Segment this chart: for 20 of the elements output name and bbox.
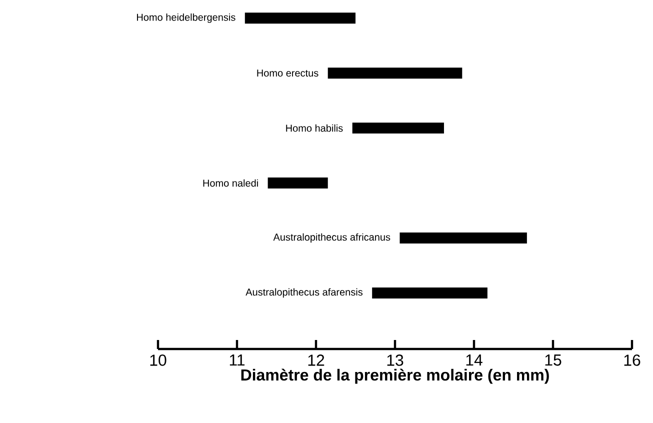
- y-tick-label: Australopithecus afarensis: [246, 288, 363, 298]
- x-tick-label: 15: [545, 354, 562, 366]
- x-tick-label: 11: [230, 354, 245, 366]
- bar: [244, 12, 356, 24]
- x-tick-label: 16: [624, 354, 640, 366]
- bar: [400, 232, 527, 244]
- y-tick-label: Homo naledi: [203, 179, 258, 187]
- x-tick-label: 12: [308, 354, 324, 366]
- bar: [328, 68, 462, 79]
- y-tick-label: Australopithecus africanus: [273, 233, 390, 243]
- x-tick-label: 13: [387, 354, 404, 366]
- x-axis-title: Diamètre de la première molaire (en mm): [241, 368, 549, 384]
- bar: [372, 287, 488, 298]
- x-tick-label: 10: [150, 354, 166, 366]
- bar: [268, 178, 328, 189]
- y-tick-label: Homo heidelbergensis: [137, 13, 236, 23]
- y-tick-label: Homo habilis: [286, 124, 343, 132]
- bar: [352, 122, 444, 134]
- x-tick-label: 14: [466, 354, 482, 366]
- y-tick-label: Homo erectus: [257, 70, 318, 77]
